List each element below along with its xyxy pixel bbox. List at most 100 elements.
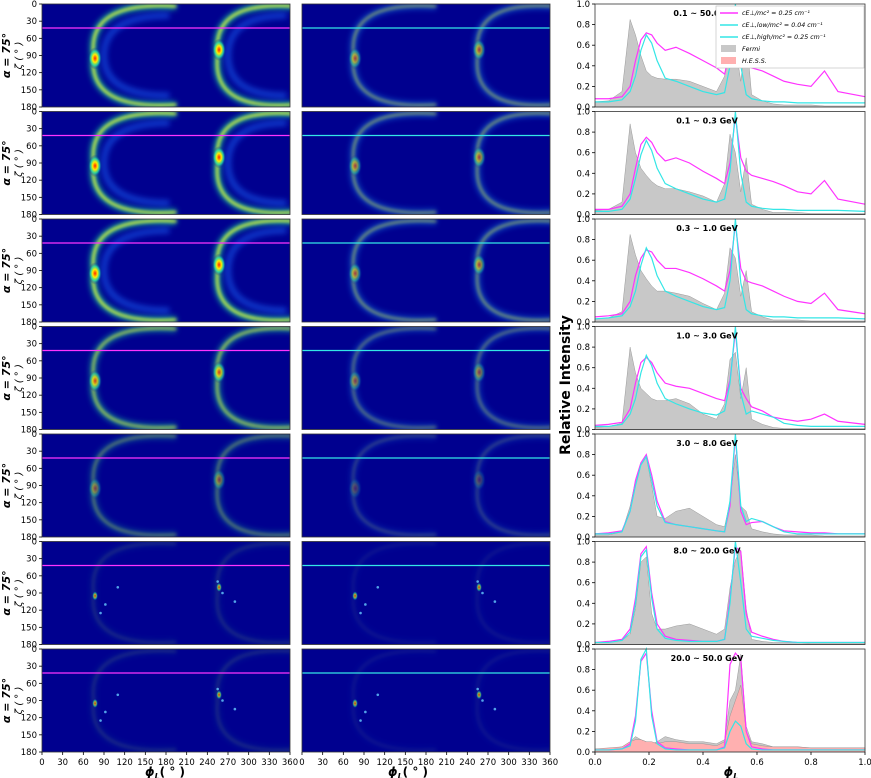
heatmap-panel: [301, 218, 551, 323]
sparse-point: [221, 591, 224, 595]
emission-inner-ring: [100, 12, 170, 99]
profile-frame: [594, 433, 866, 538]
emission-inner-ring: [224, 12, 287, 99]
heatmap-features: [88, 434, 290, 537]
hot-spot: [348, 47, 363, 70]
heatmap-background: [302, 219, 550, 322]
row-ylabel-zeta: ζ ( ° ): [14, 149, 25, 178]
heatmap-features: [348, 326, 550, 430]
map-ytick-label: 150: [21, 623, 37, 633]
profile-ytick-label: 0.8: [576, 451, 590, 461]
hot-spot: [92, 698, 99, 709]
hot-spot: [212, 361, 227, 384]
map-ytick-label: 0: [32, 108, 37, 118]
legend-entry: H.E.S.S.: [742, 58, 767, 65]
emission-inner-ring: [224, 227, 287, 314]
map-ytick-label: 60: [26, 679, 37, 689]
profile-frame: [594, 326, 866, 430]
profile-ytick-label: 0.2: [576, 190, 590, 200]
magenta-profile-line: [595, 9, 866, 100]
profile-ytick-label: 0.2: [576, 297, 590, 307]
heatmap-features: [348, 219, 550, 322]
magenta-profile-line: [594, 331, 866, 426]
heatmap-frame: [301, 433, 551, 538]
sparse-point: [481, 591, 484, 595]
map-xtick-label: 240: [459, 758, 475, 768]
heatmap-panel: [301, 326, 551, 430]
sparse-point: [493, 600, 497, 603]
left-xlabel: ϕL( ° ): [388, 765, 428, 778]
map-ytick-label: 120: [21, 284, 37, 294]
profile-ytick-label: 1.0: [576, 538, 590, 548]
map-ytick-label: 150: [21, 301, 37, 311]
profile-ytick-label: 0.4: [576, 492, 590, 502]
profile-ytick-label: 0.0: [576, 103, 590, 113]
cyan-profile-line: [595, 433, 865, 535]
map-ytick-label: 30: [26, 125, 37, 135]
profile-ytick-label: 0.6: [576, 364, 590, 374]
map-ytick-label: 30: [26, 340, 37, 350]
profile-ytick-label: 1.0: [576, 215, 590, 225]
profile-column: 0.0 0.2 0.4 0.6 0.8 1.0 0.1 ~ 50.0 GeV cE⊥/mc² …: [576, 0, 871, 768]
map-xtick-label: 300: [501, 758, 517, 768]
profile-frame: [594, 3, 866, 108]
hot-spot: [472, 146, 487, 169]
map-xtick-label: 60: [78, 758, 89, 768]
sparse-point: [116, 585, 120, 589]
energy-range-label: 0.3 ~ 1.0 GeV: [676, 224, 738, 233]
heatmap-frame: [301, 3, 551, 108]
fermi-histogram: [594, 347, 866, 430]
heatmap-panel: 0 30 60 90 120 150 180: [21, 215, 291, 328]
sparse-point: [376, 585, 380, 589]
map-ytick-label: 180: [21, 211, 37, 221]
heatmap-features: [348, 4, 550, 107]
cyan-profile-line: [595, 111, 866, 213]
profile-ytick-label: 0.8: [576, 558, 590, 568]
heatmap-features: [348, 434, 550, 537]
map-ytick-label: 60: [26, 464, 37, 474]
profile-panel: 0.0 0.2 0.4 0.6 0.8 1.0 0.1 ~ 50.0 GeV cE⊥/mc² …: [576, 0, 866, 113]
emission-inner-ring: [100, 227, 170, 314]
hot-spot: [88, 369, 103, 393]
profile-ytick-label: 0.6: [576, 579, 590, 589]
map-ytick-label: 120: [21, 69, 37, 79]
map-ytick-label: 90: [26, 267, 37, 277]
map-ytick-label: 90: [26, 482, 37, 492]
hot-spot: [472, 38, 487, 61]
map-ytick-label: 150: [21, 731, 37, 741]
profile-ytick-label: 0.2: [576, 620, 590, 630]
hot-spot: [92, 591, 99, 601]
map-ytick-label: 150: [21, 193, 37, 203]
map-xtick-label: 180: [158, 758, 174, 768]
cyan-profile-line: [595, 541, 865, 644]
heatmap-panel: [301, 433, 551, 538]
sparse-point: [216, 687, 219, 691]
sparse-point: [481, 699, 484, 702]
profile-ytick-label: 0.4: [576, 707, 590, 717]
profile-panel: 0.0 0.2 0.4 0.6 0.8 1.0 3.0 ~ 8.0 GeV: [576, 430, 866, 543]
heatmap-panel: 0 30 60 90 120 150 180 210 240 270 300 330 360: [299, 648, 558, 768]
map-ytick-label: 180: [21, 748, 37, 758]
emission-band-core: [476, 649, 550, 752]
emission-inner-ring: [100, 119, 170, 207]
map-xtick-label: 150: [397, 758, 413, 768]
heatmap-panel: 0 30 60 90 120 150 180: [21, 538, 291, 651]
emission-band-core: [216, 542, 290, 644]
sparse-point: [364, 603, 367, 606]
map-xtick-label: 30: [57, 758, 68, 768]
profile-ytick-label: 1.0: [576, 0, 590, 10]
map-ytick-label: 120: [21, 714, 37, 724]
energy-range-label: 0.1 ~ 50.0 GeV: [673, 9, 741, 18]
mid-xlabel: ϕL( ° ): [145, 765, 185, 778]
map-ytick-label: 0: [32, 0, 37, 10]
cyan-profile-line: [595, 326, 865, 428]
profile-frame: [594, 648, 866, 753]
profile-ytick-label: 0.0: [576, 211, 590, 221]
map-ytick-label: 0: [32, 323, 37, 333]
heatmap-frame: [301, 541, 551, 645]
map-xtick-label: 0: [39, 758, 44, 768]
hot-spot: [352, 698, 359, 709]
map-ytick-label: 30: [26, 662, 37, 672]
heatmap-background: [302, 4, 550, 107]
